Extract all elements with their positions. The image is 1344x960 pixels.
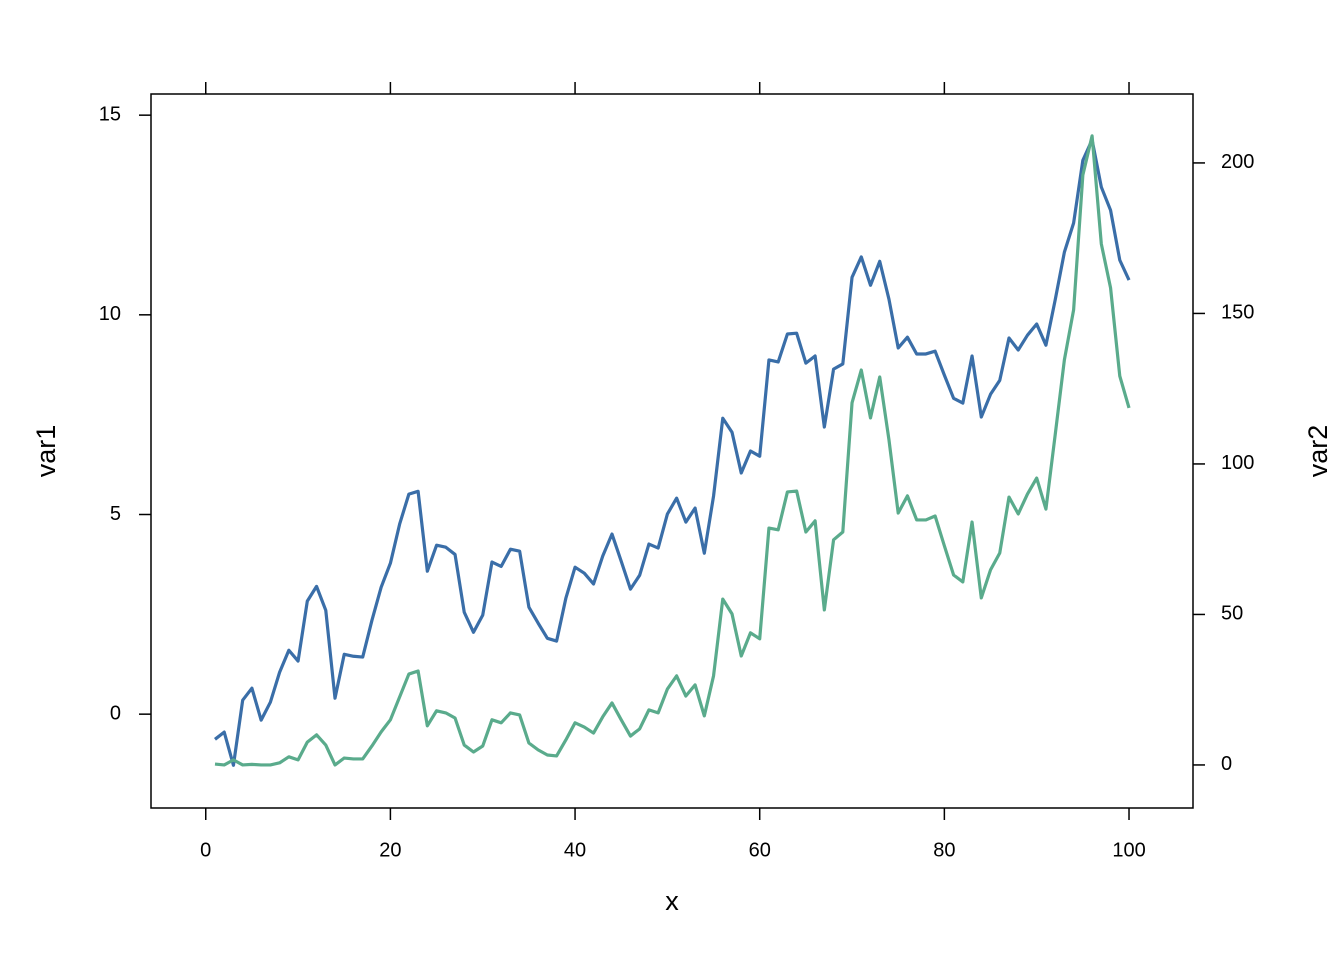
series-line [213,138,1131,767]
y-tick-label: 0 [110,702,121,724]
y2-tick-label: 0 [1221,753,1232,775]
y-tick-label: 15 [99,103,121,125]
y2-tick-label: 100 [1221,452,1254,474]
x-tick-label: 40 [564,839,586,861]
y2-tick-label: 150 [1221,302,1254,324]
y-tick-label: 5 [110,503,121,525]
x-tick-label: 80 [933,839,955,861]
x-axis-label: x [665,886,679,916]
y2-tick-label: 200 [1221,151,1254,173]
plot-frame [150,93,1194,809]
y2-axis-label: var2 [1303,425,1333,478]
x-tick-label: 20 [379,839,401,861]
y2-tick-label: 50 [1221,603,1243,625]
y-axis-label: var1 [31,425,61,478]
x-tick-label: 60 [749,839,771,861]
x-tick-label: 0 [200,839,211,861]
x-tick-label: 100 [1112,839,1145,861]
y-tick-label: 10 [99,303,121,325]
series-line [214,134,1131,767]
